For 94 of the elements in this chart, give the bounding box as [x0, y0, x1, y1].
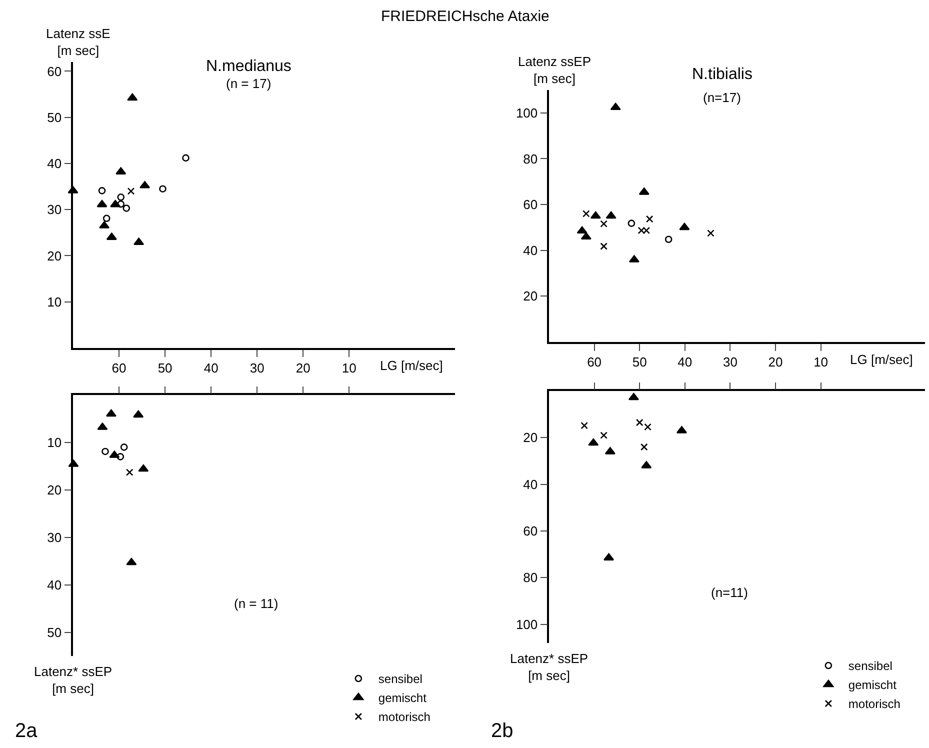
point	[102, 214, 110, 222]
point	[636, 418, 644, 426]
chart-subtitle: N.medianus	[206, 58, 292, 75]
chart-subtitle: N.tibialis	[692, 66, 752, 83]
legend-label: gemischt	[378, 691, 428, 706]
y-tick-label: 50	[47, 624, 62, 640]
y-tick-label: 30	[47, 202, 62, 218]
point	[140, 180, 150, 188]
point	[117, 200, 125, 208]
point	[588, 438, 599, 446]
x-tick-label: 10	[342, 360, 356, 376]
legend-label: sensibel	[378, 672, 422, 686]
point	[98, 187, 106, 194]
x-tick-label: 30	[250, 360, 264, 376]
point	[600, 220, 608, 228]
x-tick-label: 10	[814, 354, 828, 370]
point	[122, 204, 130, 212]
point	[127, 93, 138, 101]
y-axis-title: Latenz ssEP [m sec]	[518, 54, 591, 86]
annotation: (n = 11)	[234, 596, 278, 611]
point	[580, 422, 588, 430]
point	[628, 392, 639, 400]
point	[610, 102, 621, 110]
x-tick-label: 50	[158, 360, 172, 376]
text: 2a	[15, 720, 38, 742]
legend-label: motorisch	[848, 697, 900, 712]
point	[590, 211, 601, 219]
y-tick-label: 100	[516, 616, 538, 632]
y-tick-label: 100	[516, 105, 538, 120]
x-tick-label: 40	[204, 360, 218, 376]
y-tick-label: 20	[523, 288, 538, 304]
x-tick-label: 40	[678, 354, 692, 370]
point	[606, 211, 616, 219]
point	[600, 242, 608, 250]
point	[664, 236, 672, 244]
point	[182, 154, 190, 162]
point	[110, 200, 121, 208]
y-tick-label: 40	[47, 156, 62, 172]
point	[646, 215, 654, 223]
x-tick-label: 30	[722, 354, 738, 370]
legend-label: motorisch	[378, 710, 430, 724]
y-tick-label: 60	[523, 524, 538, 539]
y-tick-label: 20	[47, 248, 62, 264]
y-tick-label: 20	[523, 430, 538, 446]
point	[126, 558, 137, 566]
x-tick-label: 20	[296, 360, 310, 376]
point	[116, 453, 124, 460]
legend-label: gemischt	[848, 678, 898, 692]
point	[138, 464, 149, 472]
point	[106, 409, 116, 417]
chart-title: FRIEDREICHsche Ataxie	[381, 8, 550, 25]
text: 2b	[491, 720, 514, 742]
point	[640, 443, 648, 451]
point	[159, 185, 166, 192]
x-tick-label: 50	[632, 354, 647, 370]
point	[133, 410, 144, 418]
point	[576, 226, 588, 234]
y-tick-label: 50	[47, 110, 62, 125]
y-tick-label: 40	[523, 476, 538, 492]
point	[582, 210, 590, 218]
legend-label: sensibel	[848, 659, 892, 674]
x-tick-label: 20	[768, 354, 783, 370]
y-tick-label: 60	[523, 197, 538, 212]
point	[628, 220, 636, 227]
y-axis-title: Latenz* ssEP [m sec]	[34, 664, 112, 696]
y-tick-label: 10	[47, 294, 62, 310]
annotation: (n=11)	[711, 585, 748, 600]
point	[644, 423, 652, 431]
point	[600, 432, 608, 439]
y-tick-label: 20	[47, 482, 62, 498]
x-tick-label: 60	[587, 354, 602, 370]
annotation: (n = 17)	[226, 76, 272, 91]
point	[707, 230, 714, 237]
annotation: (n=17)	[703, 90, 741, 105]
y-tick-label: 40	[523, 242, 538, 258]
y-tick-label: 30	[47, 530, 62, 545]
y-tick-label: 60	[47, 64, 62, 79]
point	[134, 238, 144, 246]
y-axis-title: Latenz* ssEP [m sec]	[510, 651, 588, 683]
y-tick-label: 10	[47, 435, 62, 450]
point	[679, 222, 690, 230]
y-tick-label: 40	[47, 577, 62, 592]
point	[127, 188, 135, 195]
x-axis-title: LG [m/sec]	[380, 358, 443, 373]
y-tick-label: 80	[523, 151, 538, 166]
point	[102, 448, 109, 456]
y-tick-label: 80	[523, 570, 538, 586]
x-axis-title: LG [m/sec]	[850, 352, 913, 367]
x-tick-label: 60	[112, 360, 126, 376]
point	[126, 468, 134, 476]
point	[120, 444, 128, 451]
y-axis-title: Latenz ssE [m sec]	[46, 26, 111, 58]
point	[117, 194, 125, 201]
point	[96, 200, 108, 208]
